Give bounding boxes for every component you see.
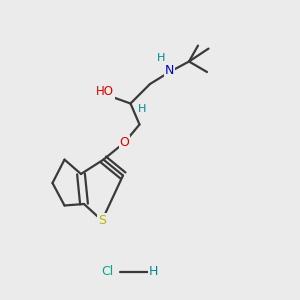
Text: O: O xyxy=(120,136,129,149)
Text: H: H xyxy=(149,265,159,278)
Text: Cl: Cl xyxy=(101,265,113,278)
Text: H: H xyxy=(138,104,146,115)
Text: H: H xyxy=(157,52,165,63)
Text: N: N xyxy=(165,64,174,77)
Text: HO: HO xyxy=(96,85,114,98)
Text: S: S xyxy=(98,214,106,227)
